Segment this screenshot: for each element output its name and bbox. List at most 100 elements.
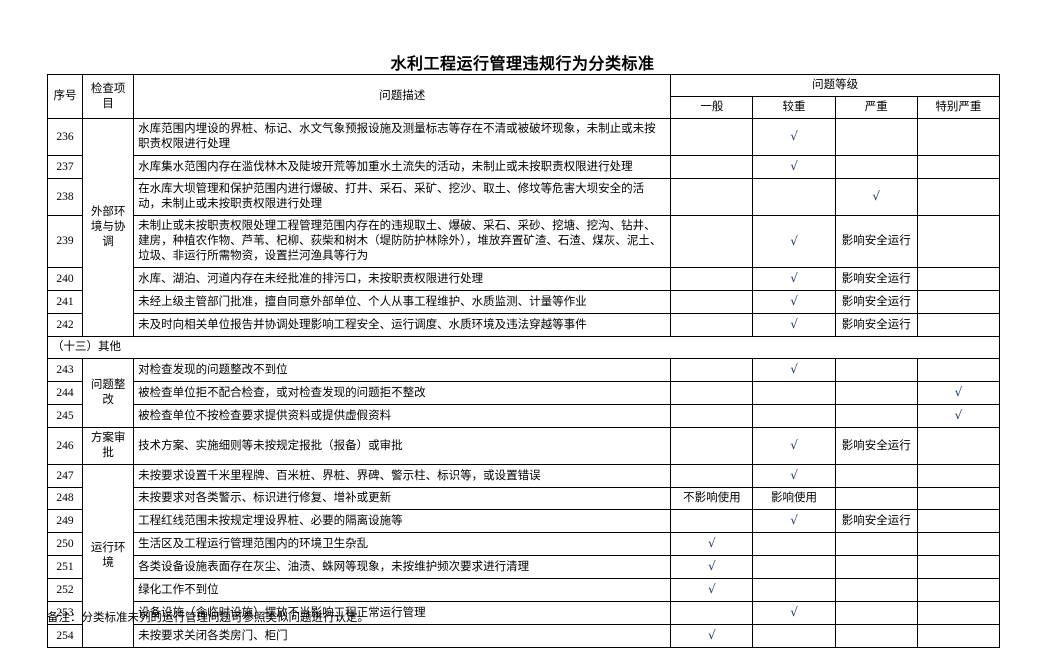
grade-cell-3 — [916, 215, 1001, 268]
checkmark-icon: √ — [790, 129, 798, 143]
row-number: 243 — [46, 358, 84, 382]
grade-cell-1: √ — [752, 155, 836, 179]
grade-cell-3 — [916, 155, 1001, 179]
problem-description: 未按要求关闭各类房门、柜门 — [133, 624, 672, 648]
grade-cell-2: 影响安全运行 — [834, 267, 918, 291]
checkmark-icon: √ — [708, 536, 716, 550]
grade-cell-0 — [670, 155, 754, 179]
grade-cell-1: √ — [752, 290, 836, 314]
grade-cell-0 — [670, 118, 754, 156]
table-row: 247 运行环境 未按要求设置千米里程牌、百米桩、界桩、界碑、警示柱、标识等，或设置… — [46, 464, 1001, 648]
row-number: 240 — [46, 267, 84, 291]
checkmark-icon: √ — [790, 271, 798, 285]
table-row: 249 工程红线范围未按规定埋设界桩、必要的隔离设施等 √ 影响安全运行 — [46, 509, 1001, 533]
header-grade-severe: 严重 — [834, 96, 918, 119]
grade-cell-2 — [834, 464, 918, 488]
grade-cell-1 — [752, 404, 836, 428]
header-grade-general: 一般 — [670, 96, 754, 119]
grade-cell-0 — [670, 313, 754, 337]
grade-cell-2 — [834, 624, 918, 648]
grade-text: 影响安全运行 — [841, 272, 911, 285]
checkmark-icon: √ — [708, 582, 716, 596]
table-row: 241 未经上级主管部门批准，擅自同意外部单位、个人从事工程维护、水质监测、计量等… — [46, 290, 1001, 314]
grade-cell-2: 影响安全运行 — [834, 313, 918, 337]
grade-cell-3 — [916, 290, 1001, 314]
grade-cell-1: √ — [752, 118, 836, 156]
grade-cell-0: √ — [670, 578, 754, 602]
grade-cell-1 — [752, 178, 836, 216]
problem-description: 在水库大坝管理和保护范围内进行爆破、打井、采石、采矿、挖沙、取土、修坟等危害大坝… — [133, 178, 672, 216]
row-number: 248 — [46, 487, 84, 510]
problem-description: 被检查单位拒不配合检查，或对检查发现的问题拒不整改 — [133, 381, 672, 405]
table-row: 244 被检查单位拒不配合检查，或对检查发现的问题拒不整改 √ — [46, 381, 1001, 405]
grade-cell-0 — [670, 509, 754, 533]
row-number: 247 — [46, 464, 84, 488]
row-number: 249 — [46, 509, 84, 533]
row-number: 239 — [46, 215, 84, 268]
problem-description: 未制止或未按职责权限处理工程管理范围内存在的违规取土、爆破、采石、采砂、挖塘、挖… — [133, 215, 672, 268]
row-number: 250 — [46, 532, 84, 556]
grade-cell-3 — [916, 487, 1001, 510]
table-row: 254 未按要求关闭各类房门、柜门 √ — [46, 624, 1001, 648]
table-row: 250 生活区及工程运行管理范围内的环境卫生杂乱 √ — [46, 532, 1001, 556]
grade-text: 影响安全运行 — [841, 295, 911, 308]
check-item-label: 运行环境 — [82, 464, 135, 648]
grade-cell-1: √ — [752, 313, 836, 337]
checkmark-icon: √ — [790, 362, 798, 376]
grade-cell-3: √ — [916, 381, 1001, 405]
grade-cell-2: 影响安全运行 — [834, 215, 918, 268]
table-body: 236 外部环境与协调 水库范围内埋设的界桩、标记、水文气象预报设施及测量标志等存在… — [46, 118, 1001, 648]
grade-cell-0: √ — [670, 624, 754, 648]
table-head: 序号 检查项目 问题描述 问题等级 一般 较重 严重 特别严重 — [46, 74, 1001, 119]
grade-cell-3 — [916, 624, 1001, 648]
table-row: 240 水库、湖泊、河道内存在未经批准的排污口，未按职责权限进行处理 √ 影响安全运行 — [46, 267, 1001, 291]
grade-text: 影响使用 — [771, 492, 818, 504]
grade-cell-1: √ — [752, 601, 836, 625]
row-number: 236 — [46, 118, 84, 156]
classification-table: 序号 检查项目 问题描述 问题等级 一般 较重 严重 特别严重 236 外部环境与… — [46, 74, 1001, 648]
problem-description: 水库范围内埋设的界桩、标记、水文气象预报设施及测量标志等存在不清或被破坏现象，未… — [133, 118, 672, 156]
grade-cell-1 — [752, 578, 836, 602]
checkmark-icon: √ — [790, 468, 798, 482]
grade-cell-3 — [916, 118, 1001, 156]
grade-cell-3 — [916, 267, 1001, 291]
grade-cell-3 — [916, 178, 1001, 216]
grade-cell-2 — [834, 155, 918, 179]
row-number: 251 — [46, 555, 84, 579]
grade-cell-3 — [916, 464, 1001, 488]
checkmark-icon: √ — [708, 628, 716, 642]
problem-description: 工程红线范围未按规定埋设界桩、必要的隔离设施等 — [133, 509, 672, 533]
grade-cell-2: 影响安全运行 — [834, 509, 918, 533]
grade-cell-3 — [916, 427, 1001, 465]
check-item-label: 外部环境与协调 — [82, 118, 135, 337]
grade-text: 影响安全运行 — [841, 514, 911, 527]
grade-cell-0 — [670, 464, 754, 488]
checkmark-icon: √ — [790, 605, 798, 619]
grade-text: 影响安全运行 — [841, 439, 911, 452]
checkmark-icon: √ — [790, 294, 798, 308]
table-row: 251 各类设备设施表面存在灰尘、油渍、蛛网等现象，未按维护频次要求进行清理 √ — [46, 555, 1001, 579]
row-number: 238 — [46, 178, 84, 216]
problem-description: 未及时向相关单位报告并协调处理影响工程安全、运行调度、水质环境及违法穿越等事件 — [133, 313, 672, 337]
problem-description: 未按要求设置千米里程牌、百米桩、界桩、界碑、警示柱、标识等，或设置错误 — [133, 464, 672, 488]
checkmark-icon: √ — [954, 408, 963, 422]
problem-description: 设备设施（含临时设施）摆放不当影响工程正常运行管理 — [133, 601, 672, 625]
grade-cell-0 — [670, 290, 754, 314]
problem-description: 绿化工作不到位 — [133, 578, 672, 602]
table-row: 246 方案审批 技术方案、实施细则等未按规定报批（报备）或审批 √ 影响安全运行 — [46, 427, 1001, 465]
grade-cell-0: √ — [670, 532, 754, 556]
grade-text: 不影响使用 — [683, 492, 741, 504]
table-row: 242 未及时向相关单位报告并协调处理影响工程安全、运行调度、水质环境及违法穿越等… — [46, 313, 1001, 337]
row-number: 245 — [46, 404, 84, 428]
table-row: 239 未制止或未按职责权限处理工程管理范围内存在的违规取土、爆破、采石、采砂、挖… — [46, 215, 1001, 268]
grade-cell-2: 影响安全运行 — [834, 290, 918, 314]
grade-cell-0 — [670, 601, 754, 625]
grade-cell-1 — [752, 381, 836, 405]
row-number: 246 — [46, 427, 84, 465]
problem-description: 技术方案、实施细则等未按规定报批（报备）或审批 — [133, 427, 672, 465]
grade-cell-2: √ — [834, 178, 918, 216]
problem-description: 未按要求对各类警示、标识进行修复、增补或更新 — [133, 487, 672, 510]
grade-cell-2 — [834, 487, 918, 510]
grade-cell-1: 影响使用 — [752, 487, 836, 510]
